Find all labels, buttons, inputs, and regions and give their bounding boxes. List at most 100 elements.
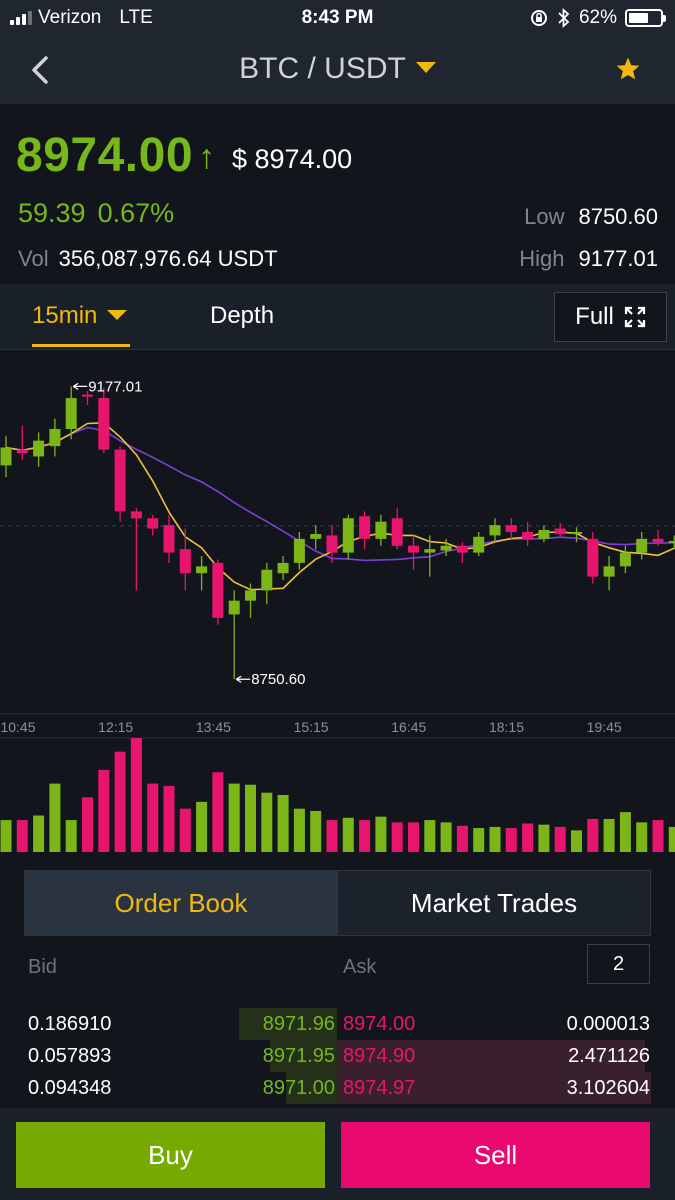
candle-body xyxy=(652,538,664,543)
interval-label: 15min xyxy=(32,302,98,329)
candle-body xyxy=(293,538,305,563)
candle-body xyxy=(619,552,631,567)
volume-bar xyxy=(130,738,142,852)
x-tick-label: 13:45 xyxy=(196,719,231,735)
candle-body xyxy=(424,549,436,553)
candle-body xyxy=(163,525,175,553)
low-row: Low 8750.60 xyxy=(524,204,658,230)
volume-bar xyxy=(277,795,289,852)
candlestick-chart[interactable]: 9177.01 8750.60 10:45 12:15 13:45 15:15 16:45 1… xyxy=(0,350,675,852)
candle-body xyxy=(228,600,240,615)
tab-market-trades[interactable]: Market Trades xyxy=(337,871,650,935)
ask-amount: 2.471126 xyxy=(568,1045,650,1067)
candle-body xyxy=(603,566,615,577)
candle-body xyxy=(16,449,28,454)
candle-body xyxy=(489,525,501,536)
decimal-depth-select[interactable]: 2 xyxy=(587,944,650,984)
volume-bar xyxy=(522,823,534,852)
candle-body xyxy=(554,528,566,535)
candle-body xyxy=(98,398,110,450)
candle-body xyxy=(668,540,675,543)
order-book-row[interactable]: 0.057893 8971.95 8974.90 2.471126 xyxy=(0,1040,675,1072)
low-value: 8750.60 xyxy=(578,204,658,229)
battery-icon xyxy=(625,9,666,27)
order-book-panel: Order Book Market Trades Bid Ask 2 0.186… xyxy=(0,852,675,1108)
x-tick-label: 18:15 xyxy=(489,719,524,735)
candle-body xyxy=(212,562,224,618)
volume-bar xyxy=(619,812,631,852)
volume-bar xyxy=(16,820,28,852)
star-icon[interactable] xyxy=(615,56,641,82)
candle-body xyxy=(65,398,77,429)
ask-depth-bar xyxy=(337,1072,651,1104)
nav-bar: BTC / USDT xyxy=(0,36,675,104)
candle-body xyxy=(408,545,419,553)
volume-row: Vol 356,087,976.64 USDT xyxy=(18,246,278,272)
usd-price: $ 8974.00 xyxy=(232,144,353,174)
sell-button[interactable]: Sell xyxy=(341,1122,650,1188)
high-row: High 9177.01 xyxy=(519,246,658,272)
volume-bar xyxy=(245,784,256,852)
tab-order-book[interactable]: Order Book xyxy=(25,871,337,935)
bluetooth-icon xyxy=(558,8,570,28)
volume-bar xyxy=(668,826,675,852)
status-bar: Verizon LTE 8:43 PM 62% xyxy=(0,0,675,36)
x-tick-label: 12:15 xyxy=(98,719,133,735)
price-change: 59.39 0.67% xyxy=(18,198,174,229)
x-tick-label: 10:45 xyxy=(0,719,35,735)
volume-bar xyxy=(636,822,648,852)
low-marker-label: 8750.60 xyxy=(251,671,305,688)
bid-header: Bid xyxy=(28,956,57,978)
tab-interval[interactable]: 15min xyxy=(32,302,128,330)
ask-amount: 0.000013 xyxy=(566,1013,650,1035)
bid-amount: 0.094348 xyxy=(28,1077,112,1099)
tab-depth[interactable]: Depth xyxy=(210,302,275,329)
candle-body xyxy=(49,428,61,447)
expand-icon xyxy=(624,306,645,328)
ask-header: Ask xyxy=(343,956,377,978)
candle-body xyxy=(326,535,338,553)
volume-bar xyxy=(261,792,273,852)
candle-body xyxy=(245,590,256,601)
ask-price: 8974.90 xyxy=(343,1045,416,1067)
candle-body xyxy=(538,529,550,539)
chevron-left-icon[interactable] xyxy=(24,50,60,90)
volume-bar xyxy=(163,785,175,852)
bid-price: 8971.00 xyxy=(262,1077,335,1099)
rotation-lock-icon xyxy=(530,10,547,26)
book-segmented-control: Order Book Market Trades xyxy=(24,870,651,936)
caret-down-icon xyxy=(107,309,128,320)
volume-bar xyxy=(473,828,485,852)
order-book-row[interactable]: 0.186910 8971.96 8974.00 0.000013 xyxy=(0,1008,675,1040)
candle-body xyxy=(505,525,517,532)
low-marker-arrow xyxy=(235,675,251,683)
volume-bar xyxy=(82,797,93,852)
volume-bar xyxy=(359,820,371,852)
candle-body xyxy=(571,532,582,535)
order-book-row[interactable]: 0.094348 8971.00 8974.97 3.102604 xyxy=(0,1072,675,1104)
status-right: 62% xyxy=(529,7,666,29)
ask-price: 8974.97 xyxy=(343,1077,416,1099)
volume-bar xyxy=(456,825,468,852)
candle-body xyxy=(456,545,468,553)
volume-bar xyxy=(571,830,582,852)
last-price: 8974.00 xyxy=(16,129,194,182)
volume-bar xyxy=(603,818,615,852)
action-bar: Buy Sell xyxy=(0,1108,675,1200)
x-tick-label: 15:15 xyxy=(294,719,329,735)
vol-value: 356,087,976.64 USDT xyxy=(58,246,278,271)
buy-button[interactable]: Buy xyxy=(16,1122,325,1188)
ask-price: 8974.00 xyxy=(343,1013,416,1035)
volume-bar xyxy=(326,820,338,852)
volume-bar xyxy=(228,783,240,852)
caret-down-icon xyxy=(415,61,436,73)
candle-body xyxy=(196,566,208,574)
bid-amount: 0.186910 xyxy=(28,1013,112,1035)
candle-body xyxy=(82,394,93,397)
pair-title: BTC / USDT xyxy=(239,52,406,85)
pair-selector[interactable]: BTC / USDT xyxy=(0,52,675,86)
fullscreen-button[interactable]: Full xyxy=(554,292,667,342)
candle-body xyxy=(587,538,599,577)
change-value: 59.39 xyxy=(18,198,86,228)
candle-body xyxy=(130,511,142,519)
